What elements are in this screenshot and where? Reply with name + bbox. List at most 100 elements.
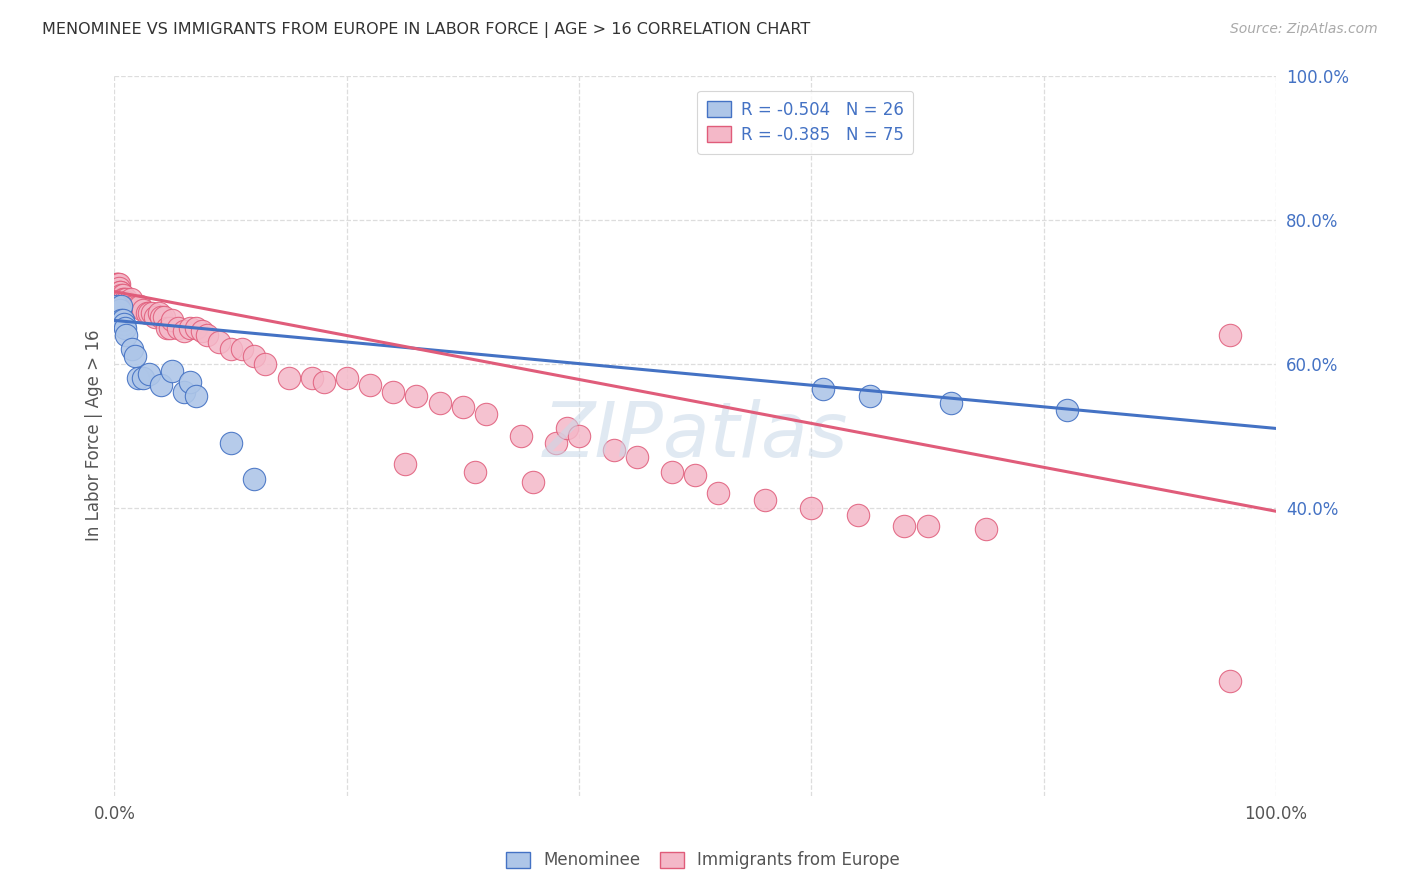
Point [754,493,776,508]
Point [107,277,129,292]
Point [184,320,207,334]
Point [110,285,132,299]
Point [974,522,997,536]
Point [156,320,179,334]
Point [522,475,544,490]
Point [105,277,128,292]
Point [141,306,163,320]
Point [108,281,131,295]
Point [544,435,567,450]
Point [111,288,134,302]
Point [108,277,131,292]
Point [132,371,155,385]
Point [219,435,242,450]
Point [568,428,591,442]
Point [858,389,880,403]
Point [603,443,626,458]
Text: Source: ZipAtlas.com: Source: ZipAtlas.com [1230,22,1378,37]
Point [132,302,155,317]
Point [277,371,299,385]
Point [475,407,498,421]
Point [148,306,170,320]
Point [190,324,212,338]
Point [1056,403,1078,417]
Point [127,371,149,385]
Point [800,500,823,515]
Point [111,313,134,327]
Point [107,285,129,299]
Point [683,468,706,483]
Point [120,292,142,306]
Point [405,389,427,403]
Point [626,450,648,465]
Point [122,299,145,313]
Point [173,324,195,338]
Point [105,285,128,299]
Point [110,302,132,317]
Point [121,342,143,356]
Point [336,371,359,385]
Point [167,320,190,334]
Point [359,378,381,392]
Text: MENOMINEE VS IMMIGRANTS FROM EUROPE IN LABOR FORCE | AGE > 16 CORRELATION CHART: MENOMINEE VS IMMIGRANTS FROM EUROPE IN L… [42,22,810,38]
Point [159,320,181,334]
Point [811,382,834,396]
Point [110,288,132,302]
Point [1219,673,1241,688]
Point [114,320,136,334]
Point [208,334,231,349]
Point [173,385,195,400]
Point [846,508,869,522]
Point [661,465,683,479]
Point [138,368,160,382]
Point [510,428,533,442]
Point [129,299,152,313]
Point [184,389,207,403]
Point [124,299,146,313]
Point [136,306,159,320]
Point [124,350,146,364]
Point [179,375,201,389]
Point [115,292,138,306]
Point [104,277,127,292]
Point [153,310,176,324]
Point [108,310,131,324]
Point [179,320,201,334]
Point [149,310,172,324]
Point [382,385,405,400]
Point [162,313,184,327]
Point [114,295,136,310]
Point [243,350,266,364]
Point [115,295,138,310]
Point [138,306,160,320]
Point [917,518,939,533]
Point [394,458,416,472]
Point [110,285,132,299]
Point [893,518,915,533]
Point [127,299,149,313]
Point [149,378,172,392]
Point [107,306,129,320]
Point [110,313,132,327]
Point [105,299,128,313]
Point [939,396,962,410]
Point [143,310,166,324]
Point [112,317,135,331]
Y-axis label: In Labor Force | Age > 16: In Labor Force | Age > 16 [86,330,103,541]
Point [112,292,135,306]
Point [451,400,474,414]
Point [464,465,486,479]
Point [231,342,253,356]
Point [254,357,277,371]
Point [557,421,579,435]
Legend: Menominee, Immigrants from Europe: Menominee, Immigrants from Europe [496,841,910,880]
Legend: R = -0.504   N = 26, R = -0.385   N = 75: R = -0.504 N = 26, R = -0.385 N = 75 [697,91,914,153]
Point [1219,327,1241,342]
Point [111,292,134,306]
Point [429,396,451,410]
Point [110,292,132,306]
Point [301,371,323,385]
Point [219,342,242,356]
Point [707,486,730,500]
Point [243,472,266,486]
